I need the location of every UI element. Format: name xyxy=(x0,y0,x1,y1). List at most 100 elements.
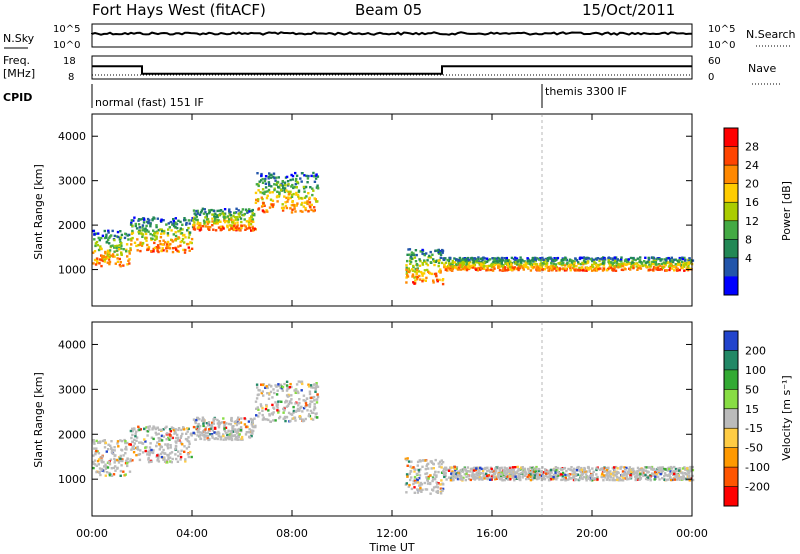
scatter-cell xyxy=(261,413,264,417)
scatter-cell xyxy=(524,471,527,474)
scatter-cell xyxy=(315,173,318,176)
scatter-cell xyxy=(268,392,271,395)
scatter-cell xyxy=(576,466,579,469)
scatter-cell xyxy=(213,431,216,434)
scatter-cell xyxy=(479,472,483,475)
scatter-cell xyxy=(149,232,152,236)
scatter-cell xyxy=(147,460,151,464)
scatter-cell xyxy=(192,431,195,435)
scatter-cell xyxy=(504,473,507,477)
scatter-cell xyxy=(114,469,117,472)
scatter-cell xyxy=(208,209,211,212)
scatter-cell xyxy=(94,244,97,248)
scatter-cell xyxy=(556,466,559,470)
scatter-cell xyxy=(237,422,240,425)
scatter-cell xyxy=(245,431,248,434)
scatter-cell xyxy=(307,383,310,386)
scatter-cell xyxy=(682,261,685,264)
scatter-cell xyxy=(595,269,599,272)
scatter-cell xyxy=(477,261,481,265)
scatter-cell xyxy=(585,479,588,482)
scatter-cell xyxy=(416,488,419,491)
scatter-cell xyxy=(217,434,220,438)
scatter-cell xyxy=(181,223,184,226)
scatter-cell xyxy=(119,247,123,250)
scatter-cell xyxy=(530,265,533,269)
scatter-cell xyxy=(281,389,284,392)
scatter-cell xyxy=(204,431,207,435)
scatter-cell xyxy=(240,417,243,420)
scatter-cell xyxy=(170,451,174,454)
scatter-cell xyxy=(135,439,138,442)
scatter-cell xyxy=(429,482,432,486)
scatter-cell xyxy=(470,474,473,477)
scatter-cell xyxy=(111,449,115,452)
scatter-cell xyxy=(480,257,483,261)
scatter-cell xyxy=(681,257,685,261)
scatter-cell xyxy=(615,471,619,474)
scatter-cell xyxy=(156,441,159,444)
scatter-cell xyxy=(605,478,609,481)
scatter-cell xyxy=(176,433,179,437)
scatter-cell xyxy=(133,438,136,441)
scatter-cell xyxy=(215,432,218,436)
scatter-cell xyxy=(467,469,470,473)
scatter-cell xyxy=(485,257,489,260)
scatter-cell xyxy=(614,474,617,477)
colorbar-tick-label: -200 xyxy=(745,481,770,494)
scatter-cell xyxy=(268,383,271,387)
scatter-cell xyxy=(525,477,528,481)
scatter-cell xyxy=(230,434,233,437)
y-tick-label: 4000 xyxy=(58,338,86,351)
scatter-cell xyxy=(261,177,264,181)
scatter-cell xyxy=(633,475,637,478)
scatter-cell xyxy=(683,466,686,469)
scatter-cell xyxy=(627,468,631,471)
scatter-cell xyxy=(225,219,228,223)
scatter-cell xyxy=(255,198,258,202)
scatter-cell xyxy=(214,218,217,221)
colorbar-tick-label: 100 xyxy=(745,364,766,377)
scatter-cell xyxy=(523,474,526,477)
scatter-cell xyxy=(460,261,463,265)
scatter-cell xyxy=(97,452,101,455)
colorbar-block xyxy=(724,389,738,410)
scatter-cell xyxy=(168,226,171,229)
scatter-cell xyxy=(592,258,595,261)
scatter-cell xyxy=(162,435,166,438)
scatter-cell xyxy=(316,385,320,388)
scatter-cell xyxy=(477,467,480,470)
x-tick-label: 00:00 xyxy=(676,527,708,540)
scatter-cell xyxy=(264,175,268,178)
scatter-cell xyxy=(468,260,472,264)
scatter-cell xyxy=(304,401,308,405)
scatter-cell xyxy=(487,474,491,477)
scatter-cell xyxy=(627,471,631,475)
scatter-cell xyxy=(276,194,279,198)
scatter-cell xyxy=(405,281,408,284)
scatter-cell xyxy=(417,481,420,484)
scatter-cell xyxy=(543,477,547,481)
scatter-cell xyxy=(179,455,183,459)
scatter-cell xyxy=(108,262,111,266)
scatter-cell xyxy=(613,256,616,259)
scatter-cell xyxy=(537,477,540,480)
scatter-cell xyxy=(595,258,598,261)
scatter-cell xyxy=(217,226,221,229)
scatter-cell xyxy=(430,467,433,470)
scatter-cell xyxy=(211,421,214,424)
scatter-cell xyxy=(639,261,642,264)
scatter-cell xyxy=(577,262,580,265)
scatter-cell xyxy=(180,240,184,243)
scatter-cell xyxy=(621,470,625,473)
scatter-cell xyxy=(552,473,556,477)
scatter-cell xyxy=(425,464,428,468)
scatter-cell xyxy=(177,219,180,222)
scatter-cell xyxy=(532,263,536,266)
scatter-cell xyxy=(410,476,413,479)
scatter-cell xyxy=(472,469,476,472)
scatter-cell xyxy=(499,265,503,268)
scatter-cell xyxy=(311,418,315,421)
scatter-cell xyxy=(533,472,536,476)
scatter-cell xyxy=(650,472,654,475)
